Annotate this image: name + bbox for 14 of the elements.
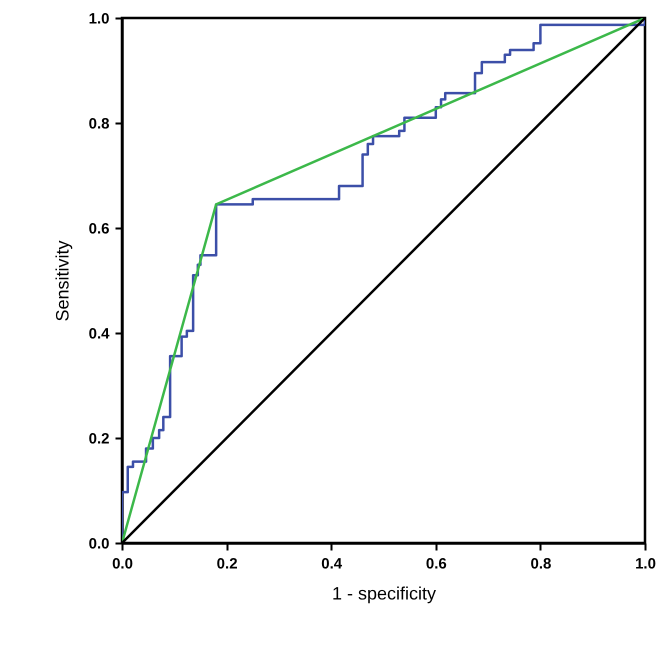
y-tick-label: 1.0 — [88, 10, 110, 28]
y-tick-label: 0.2 — [88, 430, 110, 448]
x-tick-label: 0.0 — [112, 556, 133, 572]
y-tick-label: 0.0 — [88, 536, 110, 552]
x-tick-label: 1.0 — [635, 556, 656, 572]
x-tick-label: 0.4 — [321, 556, 343, 572]
y-tick-label: 0.6 — [88, 220, 110, 238]
x-tick-label: 0.2 — [216, 556, 238, 572]
x-tick-label: 0.6 — [426, 556, 447, 572]
y-tick-label: 0.8 — [88, 116, 110, 132]
y-tick-label: 0.4 — [88, 326, 110, 342]
x-axis-title: 1 - specificity — [332, 584, 436, 604]
x-tick-label: 0.8 — [530, 556, 552, 572]
y-axis-title: Sensitivity — [52, 240, 73, 322]
